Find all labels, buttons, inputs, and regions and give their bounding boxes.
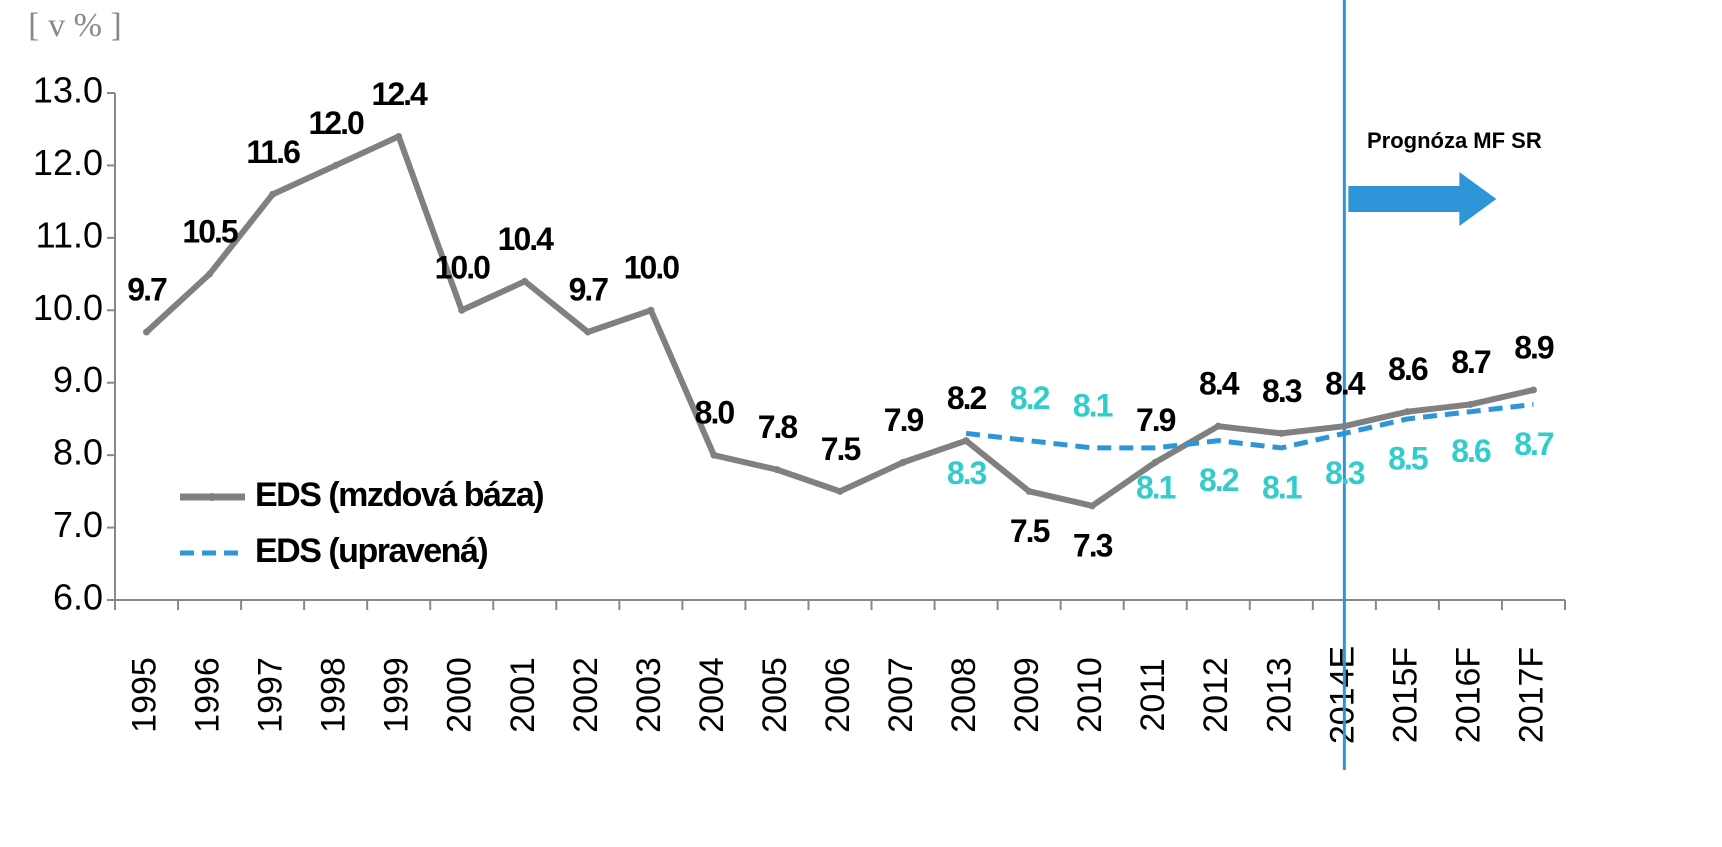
data-label: 8.0 — [695, 395, 735, 431]
point — [206, 270, 214, 278]
data-label: 8.6 — [1388, 351, 1428, 387]
legend-label: EDS (mzdová báza) — [255, 476, 543, 514]
series-line — [965, 401, 1534, 451]
y-tick-label: 10.0 — [33, 287, 103, 328]
point — [1025, 487, 1033, 495]
point — [143, 328, 151, 336]
x-tick-label: 2002 — [567, 657, 605, 733]
x-tick-label: 2005 — [756, 657, 794, 733]
x-tick-label: 2010 — [1071, 657, 1109, 733]
y-tick-label: 9.0 — [53, 359, 103, 400]
data-label: 10.0 — [435, 250, 490, 286]
x-tick-label: 1996 — [189, 657, 227, 733]
point — [1529, 386, 1537, 394]
point — [836, 487, 844, 495]
point — [1340, 422, 1348, 430]
data-label: 7.9 — [1136, 402, 1176, 438]
data-label: 10.5 — [182, 214, 237, 250]
x-tick-label: 2017F — [1512, 647, 1550, 743]
data-label: 7.9 — [884, 402, 924, 438]
point — [1214, 422, 1222, 430]
y-tick-label: 12.0 — [33, 142, 103, 183]
data-label: 7.3 — [1073, 527, 1113, 563]
data-label: 8.1 — [1073, 387, 1113, 423]
legend-point — [208, 493, 216, 501]
x-tick-label: 2015F — [1386, 647, 1424, 743]
data-label: 8.9 — [1514, 329, 1554, 365]
y-tick-label: 6.0 — [53, 577, 103, 618]
data-label: 8.3 — [1262, 373, 1302, 409]
x-tick-label: 1999 — [378, 657, 416, 733]
point — [899, 458, 907, 466]
x-tick-label: 2009 — [1008, 657, 1046, 733]
data-label: 8.4 — [1199, 366, 1240, 402]
x-tick-label: 1998 — [315, 657, 353, 733]
point — [647, 306, 655, 314]
data-label: 8.1 — [1262, 469, 1302, 505]
point — [710, 451, 718, 459]
point — [458, 306, 466, 314]
point — [773, 466, 781, 474]
data-label: 9.7 — [569, 271, 609, 307]
x-tick-label: 2006 — [819, 657, 857, 733]
data-label: 8.3 — [1325, 455, 1365, 491]
y-tick-label: 7.0 — [53, 504, 103, 545]
point — [962, 437, 970, 445]
data-label: 7.8 — [758, 409, 798, 445]
data-label: 11.6 — [246, 134, 300, 170]
data-label: 8.7 — [1514, 426, 1554, 462]
y-tick-label: 13.0 — [33, 70, 103, 111]
x-tick-label: 2014E — [1323, 646, 1361, 744]
y-axis-unit: [ v % ] — [28, 7, 121, 44]
y-tick-label: 11.0 — [36, 214, 103, 255]
data-label: 12.0 — [309, 105, 364, 141]
data-label: 9.7 — [127, 271, 167, 307]
data-label: 8.2 — [947, 380, 987, 416]
data-label: 10.4 — [498, 221, 554, 257]
point — [332, 161, 340, 169]
x-tick-label: 2003 — [630, 657, 668, 733]
x-tick-label: 1997 — [252, 657, 290, 733]
data-label: 12.4 — [372, 76, 428, 112]
x-tick-label: 2012 — [1197, 657, 1235, 733]
x-tick-label: 2013 — [1260, 657, 1298, 733]
point — [584, 328, 592, 336]
data-label: 7.5 — [821, 431, 861, 467]
x-tick-label: 2016F — [1449, 647, 1487, 743]
x-tick-label: 1995 — [126, 657, 164, 733]
data-label: 8.2 — [1199, 462, 1239, 498]
data-label: 7.5 — [1010, 513, 1050, 549]
data-label: 8.7 — [1451, 344, 1491, 380]
data-label: 8.5 — [1388, 440, 1428, 476]
data-label: 8.4 — [1325, 366, 1366, 402]
x-tick-label: 2008 — [945, 657, 983, 733]
forecast-label: Prognóza MF SR — [1367, 128, 1542, 153]
point — [269, 190, 277, 198]
data-label: 8.6 — [1451, 433, 1491, 469]
legend-label: EDS (upravená) — [255, 532, 487, 570]
point — [1277, 429, 1285, 437]
x-tick-label: 2011 — [1134, 658, 1172, 731]
x-tick-label: 2001 — [504, 657, 542, 733]
data-label: 8.3 — [947, 455, 987, 491]
point — [1403, 408, 1411, 416]
data-label: 10.0 — [624, 250, 679, 286]
point — [1088, 502, 1096, 510]
point — [1466, 400, 1474, 408]
data-label: 8.2 — [1010, 380, 1050, 416]
point — [395, 132, 403, 140]
forecast-arrow — [1348, 172, 1497, 226]
x-tick-label: 2000 — [441, 657, 479, 733]
x-tick-label: 2004 — [693, 657, 731, 733]
x-tick-label: 2007 — [882, 657, 920, 733]
data-label: 8.1 — [1136, 469, 1176, 505]
y-tick-label: 8.0 — [53, 432, 103, 473]
point — [521, 277, 529, 285]
point — [1151, 458, 1159, 466]
